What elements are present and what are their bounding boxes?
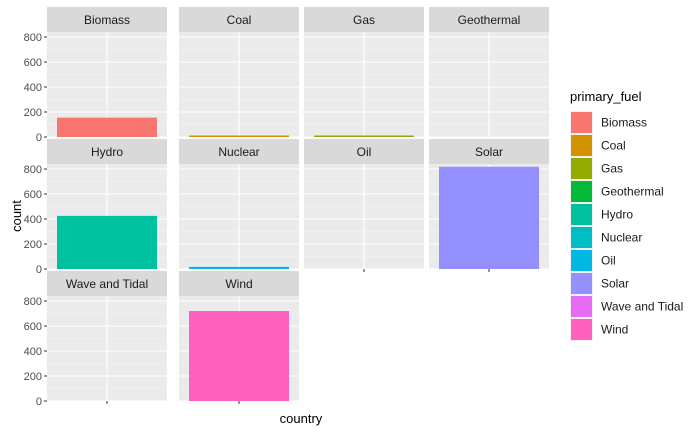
- bar-coal: [189, 135, 289, 137]
- legend-item-solar: Solar: [570, 272, 629, 295]
- legend-item-wind: Wind: [570, 318, 628, 341]
- legend-item-geothermal: Geothermal: [570, 180, 664, 203]
- legend-key-swatch: [571, 181, 592, 202]
- y-tick-label: 600: [24, 57, 42, 69]
- facet-strip-label: Oil: [357, 145, 372, 159]
- legend-item-gas: Gas: [570, 157, 623, 180]
- legend: Biomass Coal Gas Geothermal Hydro Nuclear Oil S…: [570, 111, 683, 341]
- legend-key-swatch: [571, 204, 592, 225]
- legend-label: Geothermal: [601, 185, 664, 199]
- legend-label: Coal: [601, 139, 626, 153]
- legend-label: Solar: [601, 277, 629, 291]
- facet-strip: [47, 271, 167, 296]
- facet-biomass: Biomass 0 200 400 600 800: [24, 7, 167, 144]
- facet-oil: Oil: [304, 139, 424, 272]
- legend-key-swatch: [571, 158, 592, 179]
- facet-strip: [47, 7, 167, 32]
- facet-strip-label: Hydro: [91, 145, 123, 159]
- legend-key-swatch: [571, 319, 592, 340]
- legend-key-swatch: [571, 112, 592, 133]
- facet-gas: Gas: [304, 7, 424, 138]
- facet-strip-label: Wave and Tidal: [66, 277, 148, 291]
- legend-label: Wave and Tidal: [601, 300, 683, 314]
- legend-item-hydro: Hydro: [570, 203, 633, 226]
- y-tick-label: 400: [24, 82, 42, 94]
- facet-strip-label: Coal: [227, 13, 252, 27]
- y-tick-label: 800: [24, 296, 42, 308]
- facet-strip: [429, 7, 549, 32]
- y-tick-label: 200: [24, 371, 42, 383]
- facet-strip: [304, 7, 424, 32]
- y-tick-label: 200: [24, 107, 42, 119]
- facet-strip: [179, 7, 299, 32]
- y-tick-label: 200: [24, 239, 42, 251]
- facet-strip: [179, 271, 299, 296]
- y-tick-label: 800: [24, 32, 42, 44]
- legend-title: primary_fuel: [570, 89, 642, 104]
- facet-solar: Solar: [429, 139, 549, 272]
- facet-hydro: Hydro 0 200 400 600 800: [24, 139, 167, 276]
- y-tick-label: 400: [24, 346, 42, 358]
- bar-gas: [314, 135, 414, 137]
- y-tick-label: 600: [24, 321, 42, 333]
- facet-strip-label: Biomass: [84, 13, 130, 27]
- legend-label: Biomass: [601, 116, 647, 130]
- legend-label: Nuclear: [601, 231, 642, 245]
- legend-key-swatch: [571, 135, 592, 156]
- facet-strip-label: Nuclear: [218, 145, 259, 159]
- x-axis-title: country: [280, 411, 323, 426]
- facet-strip: [47, 139, 167, 164]
- facet-nuclear: Nuclear: [179, 139, 299, 270]
- bar-solar: [439, 166, 539, 269]
- bar-hydro: [57, 215, 157, 269]
- legend-key-swatch: [571, 250, 592, 271]
- bar-nuclear: [189, 266, 289, 269]
- legend-key-swatch: [571, 296, 592, 317]
- facet-panels: Biomass 0 200 400 600 800 Coal Gas Geothermal Hyd…: [24, 7, 549, 408]
- legend-item-wave-and-tidal: Wave and Tidal: [570, 295, 683, 318]
- facet-geothermal: Geothermal: [429, 7, 549, 138]
- y-tick-label: 0: [36, 264, 42, 276]
- y-tick-label: 0: [36, 396, 42, 408]
- bar-wind: [189, 311, 289, 401]
- legend-label: Gas: [601, 162, 623, 176]
- legend-label: Hydro: [601, 208, 633, 222]
- bar-biomass: [57, 117, 157, 137]
- legend-key-swatch: [571, 227, 592, 248]
- y-tick-label: 800: [24, 164, 42, 176]
- facet-wave-and-tidal: Wave and Tidal 0 200 400 600 800: [24, 271, 167, 408]
- legend-label: Oil: [601, 254, 616, 268]
- legend-label: Wind: [601, 323, 628, 337]
- facet-strip: [429, 139, 549, 164]
- facet-strip-label: Gas: [353, 13, 375, 27]
- facet-strip-label: Solar: [475, 145, 503, 159]
- y-axis-title: count: [9, 200, 24, 232]
- legend-item-oil: Oil: [570, 249, 616, 272]
- facet-strip-label: Wind: [225, 277, 252, 291]
- y-tick-label: 400: [24, 214, 42, 226]
- facet-strip: [179, 139, 299, 164]
- legend-item-nuclear: Nuclear: [570, 226, 642, 249]
- legend-key-swatch: [571, 273, 592, 294]
- y-tick-label: 0: [36, 132, 42, 144]
- facet-strip-label: Geothermal: [458, 13, 521, 27]
- legend-item-biomass: Biomass: [570, 111, 647, 134]
- y-tick-label: 600: [24, 189, 42, 201]
- facet-wind: Wind: [179, 271, 299, 404]
- legend-item-coal: Coal: [570, 134, 626, 157]
- facet-coal: Coal: [179, 7, 299, 138]
- facet-strip: [304, 139, 424, 164]
